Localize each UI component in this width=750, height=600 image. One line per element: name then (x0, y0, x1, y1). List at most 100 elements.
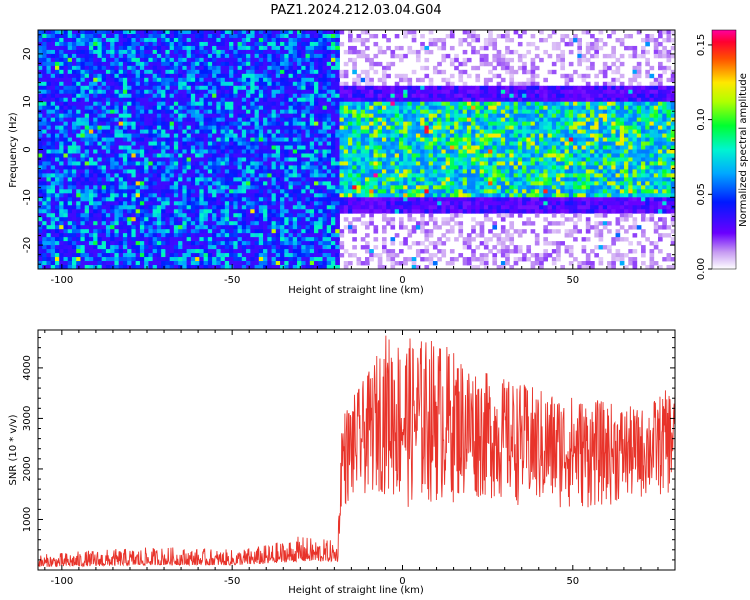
heatmap-cell (275, 185, 281, 190)
heatmap-cell (339, 85, 345, 91)
heatmap-cell (42, 77, 47, 83)
heatmap-cell (326, 241, 332, 246)
heatmap-cell (93, 33, 98, 39)
heatmap-cell (331, 213, 336, 218)
heatmap-cell (326, 165, 332, 170)
heatmap-cell (309, 45, 315, 51)
heatmap-cell (110, 93, 115, 99)
heatmap-cell (216, 201, 222, 206)
heatmap-cell (161, 149, 166, 154)
heatmap-cell (229, 149, 234, 154)
heatmap-cell (144, 157, 149, 162)
heatmap-cell (335, 125, 340, 130)
heatmap-cell (254, 241, 260, 246)
heatmap-cell (224, 249, 230, 254)
heatmap-cell (394, 109, 400, 115)
heatmap-cell (76, 97, 81, 103)
heatmap-cell (186, 133, 192, 138)
heatmap-cell (309, 197, 315, 202)
heatmap-cell (343, 181, 349, 186)
heatmap-cell (118, 217, 124, 222)
heatmap-cell (93, 149, 98, 154)
heatmap-cell (42, 69, 47, 75)
heatmap-cell (76, 229, 81, 234)
heatmap-cell (398, 241, 404, 246)
heatmap-cell (127, 89, 132, 95)
heatmap-cell (403, 121, 408, 126)
heatmap-cell (356, 169, 362, 174)
heatmap-cell (63, 93, 69, 99)
heatmap-cell (97, 153, 103, 158)
heatmap-cell (54, 117, 60, 123)
heatmap-cell (203, 237, 209, 242)
heatmap-cell (169, 253, 175, 258)
heatmap-cell (275, 161, 281, 166)
heatmap-cell (305, 237, 311, 242)
heatmap-cell (93, 209, 98, 214)
heatmap-cell (97, 97, 103, 103)
heatmap-cell (38, 30, 43, 35)
heatmap-cell (263, 201, 268, 206)
heatmap-cell (203, 81, 209, 87)
heatmap-cell (54, 237, 60, 242)
heatmap-cell (84, 37, 90, 43)
heatmap-cell (258, 237, 264, 242)
heatmap-cell (199, 101, 205, 107)
heatmap-cell (50, 73, 56, 79)
heatmap-cell (195, 253, 200, 258)
heatmap-cell (114, 49, 120, 55)
heatmap-cell (203, 153, 209, 158)
heatmap-cell (237, 241, 243, 246)
heatmap-cell (288, 237, 294, 242)
heatmap-cell (54, 161, 60, 166)
heatmap-cell (271, 89, 277, 95)
heatmap-cell (203, 181, 209, 186)
heatmap-cell (105, 57, 111, 63)
heatmap-cell (263, 41, 268, 47)
heatmap-cell (195, 209, 200, 214)
heatmap-cell (182, 237, 188, 242)
heatmap-cell (381, 101, 387, 107)
heatmap-cell (156, 153, 162, 158)
heatmap-cell (386, 165, 391, 170)
heatmap-cell (224, 237, 230, 242)
heatmap-cell (156, 85, 162, 91)
heatmap-cell (263, 81, 268, 87)
heatmap-cell (50, 61, 56, 67)
heatmap-cell (373, 225, 379, 230)
heatmap-cell (373, 109, 379, 115)
heatmap-cell (186, 33, 192, 39)
heatmap-cell (229, 161, 234, 166)
heatmap-cell (182, 97, 188, 103)
heatmap-cell (63, 201, 69, 206)
heatmap-cell (246, 249, 251, 254)
heatmap-cell (364, 233, 370, 238)
heatmap-cell (233, 209, 238, 214)
heatmap-cell (224, 133, 230, 138)
heatmap-cell (398, 173, 404, 178)
heatmap-cell (297, 65, 302, 71)
heatmap-cell (297, 37, 302, 43)
heatmap-cell (54, 77, 60, 83)
heatmap-cell (114, 45, 120, 51)
heatmap-cell (394, 233, 400, 238)
heatmap-cell (178, 149, 183, 154)
heatmap-cell (182, 41, 188, 47)
heatmap-cell (161, 225, 166, 230)
heatmap-cell (131, 145, 137, 150)
heatmap-cell (199, 201, 205, 206)
heatmap-cell (80, 125, 86, 130)
heatmap-cell (271, 109, 277, 115)
heatmap-cell (131, 161, 137, 166)
heatmap-cell (271, 141, 277, 146)
heatmap-cell (305, 30, 311, 35)
heatmap-cell (356, 49, 362, 55)
heatmap-cell (364, 121, 370, 126)
heatmap-cell (178, 217, 183, 222)
heatmap-cell (38, 217, 43, 222)
heatmap-cell (271, 201, 277, 206)
heatmap-cell (407, 173, 413, 178)
heatmap-cell (76, 169, 81, 174)
heatmap-cell (131, 53, 137, 59)
heatmap-cell (203, 225, 209, 230)
